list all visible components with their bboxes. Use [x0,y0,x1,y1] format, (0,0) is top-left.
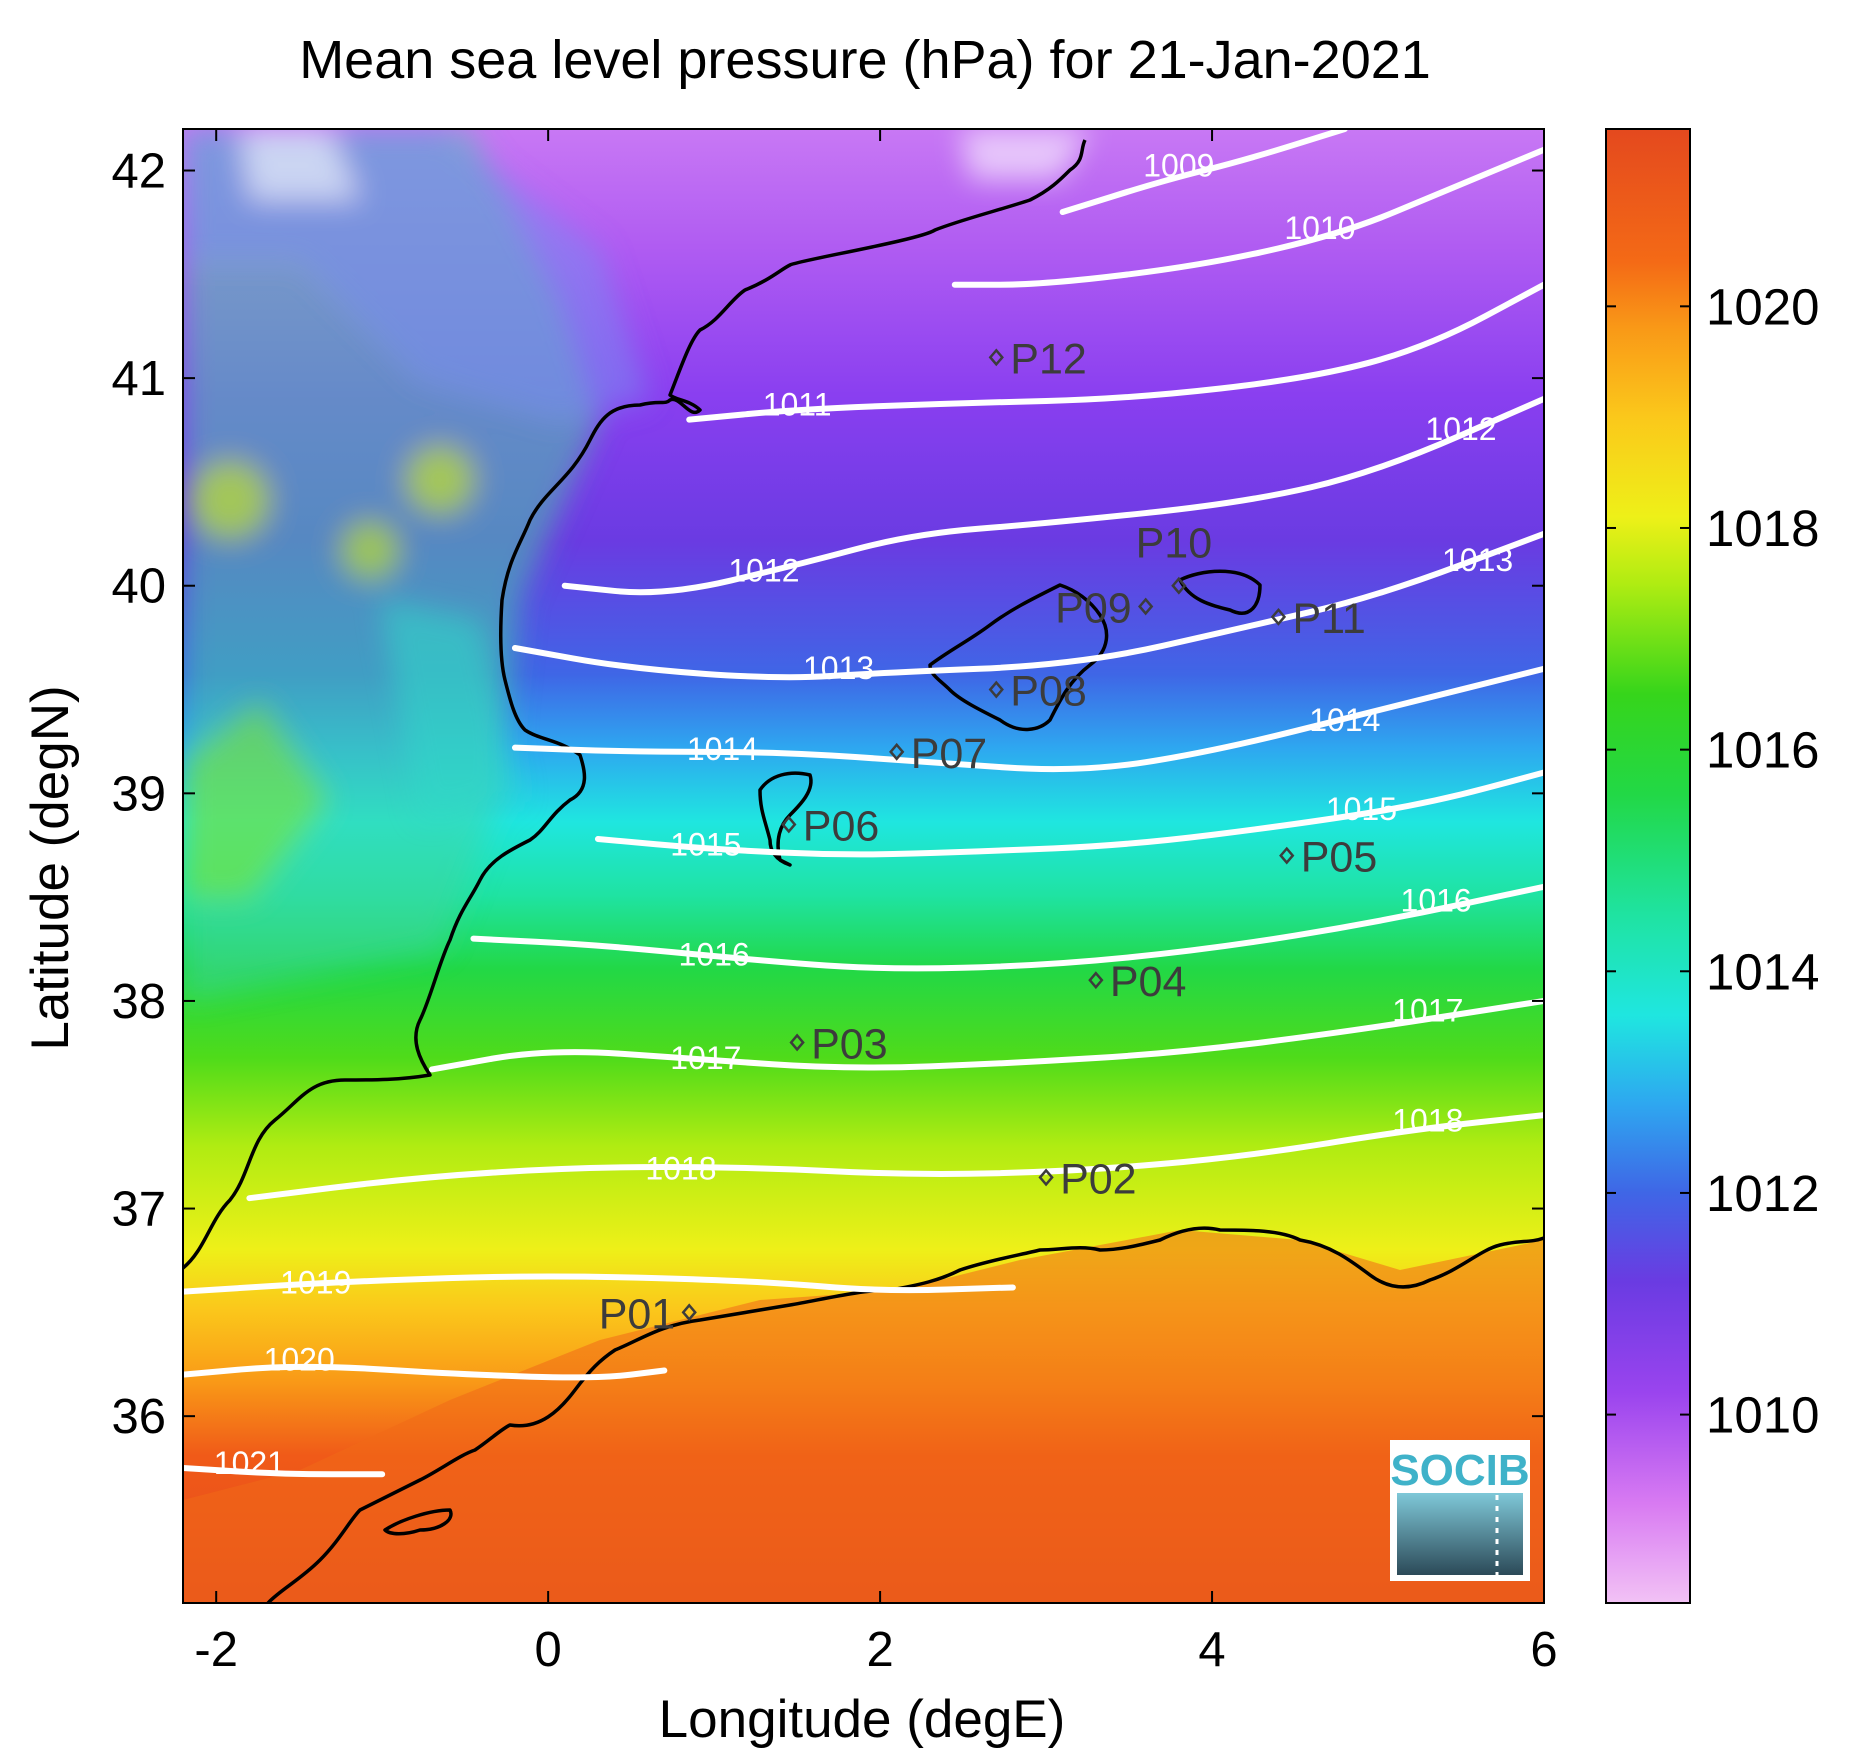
isobar-label: 1018 [1392,1103,1463,1139]
y-axis: 36 37 38 39 40 41 42 [111,145,1544,1444]
isobar-line [246,1112,1544,1202]
isobar-label: 1012 [1425,411,1496,447]
isobar-label: 1016 [1401,882,1472,918]
isobar-label: 1017 [1392,992,1463,1028]
y-tick-label: 38 [111,975,166,1029]
isobar-line [1059,129,1348,216]
station-marker [1279,846,1295,865]
colorbar-tick-label: 1020 [1706,278,1819,335]
colorbar-ticks: 1010 1012 1014 1016 1018 1020 [1606,278,1819,1444]
isobar-labels: 1009 1010 1011 1012 1012 1013 1013 1014 1014 1015… [214,148,1513,1482]
station-label: P03 [811,1020,888,1068]
alboran-island-outline [383,1508,453,1536]
isobar-label: 1013 [1442,542,1513,578]
isobar-label: 1010 [1284,210,1355,246]
isobar-label: 1014 [1309,702,1380,738]
plot-frame [182,128,1545,1604]
isobar-label: 1020 [264,1341,335,1377]
isobar-line [183,1273,1016,1295]
colorbar [1605,128,1691,1604]
isobar-line [511,530,1544,681]
isobar-line [428,997,1544,1073]
station-marker [1088,971,1104,990]
iberian-coastline [183,139,1087,1270]
plot-area: 1009 1010 1011 1012 1012 1013 1013 1014 1014 1015… [183,129,1544,1603]
station-label: P12 [1010,335,1087,383]
station-label: P04 [1110,958,1187,1006]
socib-logo-text: SOCIB [1390,1446,1529,1495]
ibiza-outline [758,771,813,867]
y-tick-label: 36 [111,1390,166,1444]
isobar-label: 1014 [687,731,758,767]
socib-logo: SOCIB [1390,1440,1530,1581]
x-axis: -2 0 2 4 6 [194,129,1558,1677]
station-marker [988,348,1004,367]
isobar-label: 1019 [280,1264,351,1300]
station-label: P01 [599,1290,676,1338]
colorbar-tick-label: 1014 [1706,943,1819,1000]
station-marker [1138,597,1154,616]
station-label: P08 [1010,668,1087,716]
station-label: P05 [1301,834,1378,882]
isobar-label: 1011 [763,386,832,422]
station-label: P10 [1136,520,1213,568]
station-marker [889,742,905,761]
station-label: P06 [803,802,880,850]
isobar-line [686,281,1544,423]
colorbar-tick-label: 1010 [1706,1387,1819,1444]
y-tick-label: 42 [111,145,166,199]
station-label: P02 [1060,1155,1137,1203]
isobar-label: 1012 [728,552,799,588]
chart-title: Mean sea level pressure (hPa) for 21-Jan… [299,30,1431,90]
x-tick-label: -2 [194,1623,238,1677]
africa-land-tone [183,1230,1544,1603]
y-tick-label: 39 [111,767,166,821]
station-marker [681,1303,697,1322]
isobar-line [951,146,1544,288]
x-axis-title: Longitude (degE) [659,1690,1066,1749]
isobar-line [594,769,1544,858]
isobar-label: 1013 [803,650,874,686]
mallorca-outline [928,583,1109,732]
y-tick-label: 37 [111,1183,166,1237]
isobar-line [470,883,1544,972]
isobar-line [561,395,1544,596]
isobar-label: 1009 [1143,148,1214,184]
station-marker [781,815,797,834]
isobar-label: 1018 [645,1150,716,1186]
x-tick-label: 6 [1530,1623,1557,1677]
station-marker [1270,607,1287,626]
station-marker [1038,1168,1054,1187]
y-tick-label: 41 [111,352,166,406]
isobar-line [511,665,1544,773]
station-marker [1171,576,1187,595]
station-label: P11 [1292,595,1365,643]
station-marker [789,1033,805,1052]
isobar-label: 1015 [1326,791,1397,827]
x-tick-label: 4 [1198,1623,1225,1677]
isobar-label: 1017 [670,1040,741,1076]
colorbar-tick-label: 1018 [1706,500,1819,557]
station-label: P07 [911,730,988,778]
isobar-label: 1015 [670,826,741,862]
menorca-outline [1178,569,1262,615]
iberia-terrain [183,129,1090,1000]
isobar-label: 1021 [214,1445,285,1481]
x-tick-label: 2 [866,1623,893,1677]
station-label: P09 [1055,584,1132,632]
isobar-label: 1016 [679,936,750,972]
x-tick-label: 0 [535,1623,562,1677]
isobar-line [183,1465,386,1478]
isobar-line [183,1363,668,1381]
colorbar-tick-label: 1016 [1706,722,1819,779]
y-tick-label: 40 [111,560,166,614]
isobar-contours [183,129,1544,1478]
y-axis-title: Latitude (degN) [21,685,80,1050]
colorbar-tick-label: 1012 [1706,1165,1819,1222]
station-marker [988,680,1004,699]
